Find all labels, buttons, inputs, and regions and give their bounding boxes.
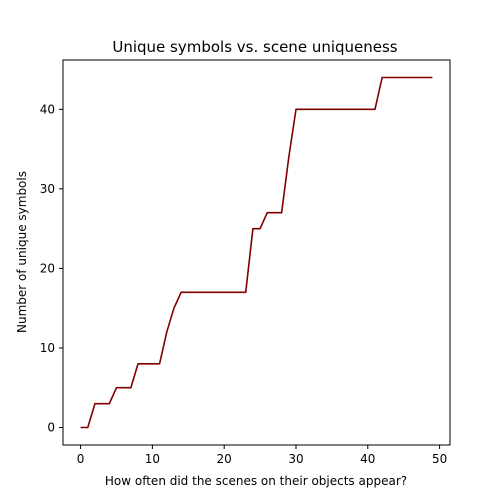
x-axis-ticks: 0 10 20 30 40 50 [77, 445, 447, 466]
x-tick-label: 40 [360, 452, 375, 466]
x-tick-label: 10 [145, 452, 160, 466]
plot-area [80, 76, 433, 429]
y-tick-label: 40 [40, 102, 55, 116]
chart-title: Unique symbols vs. scene uniqueness [112, 38, 397, 56]
y-tick-label: 10 [40, 341, 55, 355]
series-line-0 [80, 76, 433, 429]
x-axis-label: How often did the scenes on their object… [105, 474, 407, 488]
x-tick-label: 20 [217, 452, 232, 466]
y-axis-ticks: 0 10 20 30 40 [40, 102, 63, 435]
plot-frame [62, 59, 451, 446]
x-tick-label: 50 [432, 452, 447, 466]
y-axis-label: Number of unique symbols [15, 171, 29, 333]
x-tick-label: 0 [77, 452, 85, 466]
y-tick-label: 0 [47, 421, 55, 435]
y-tick-label: 20 [40, 261, 55, 275]
x-tick-label: 30 [288, 452, 303, 466]
y-tick-label: 30 [40, 182, 55, 196]
